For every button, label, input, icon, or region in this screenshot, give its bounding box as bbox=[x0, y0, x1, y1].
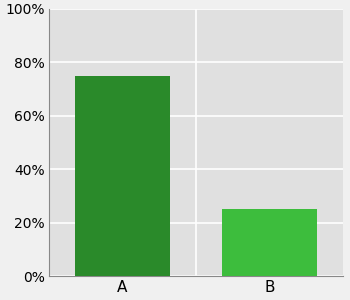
Bar bbox=[75, 76, 170, 276]
Bar bbox=[222, 209, 317, 276]
